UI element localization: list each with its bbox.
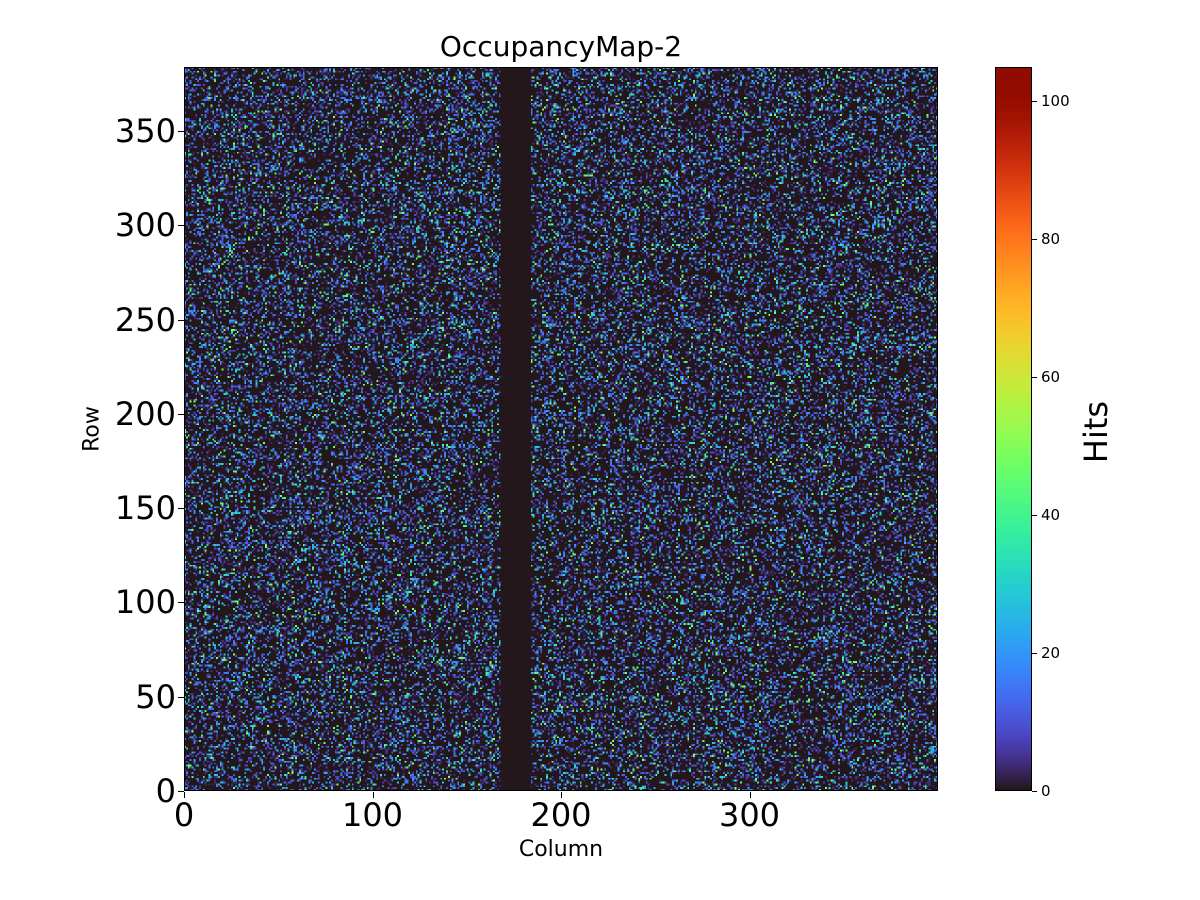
colorbar-tick <box>1032 239 1037 241</box>
heatmap-image <box>184 67 938 791</box>
colorbar-tick-label: 60 <box>1041 368 1061 387</box>
y-tick-label: 0 <box>155 772 176 810</box>
colorbar-tick <box>1032 101 1037 103</box>
y-tick <box>178 791 184 792</box>
y-tick <box>178 413 184 415</box>
colorbar-tick <box>1032 515 1037 517</box>
x-axis-label: Column <box>518 837 604 862</box>
y-tick <box>178 319 184 321</box>
y-tick <box>178 225 184 227</box>
colorbar-tick-label: 100 <box>1041 92 1070 111</box>
colorbar-tick-label: 80 <box>1041 230 1061 249</box>
y-tick-label: 150 <box>114 489 176 528</box>
colorbar-tick-label: 0 <box>1041 782 1051 800</box>
x-tick-label: 0 <box>173 796 195 834</box>
y-tick <box>178 602 184 604</box>
x-tick <box>561 792 562 798</box>
x-tick <box>749 792 751 798</box>
y-tick <box>178 131 184 133</box>
y-tick-label: 300 <box>114 206 176 245</box>
y-tick <box>178 508 184 510</box>
x-tick-label: 100 <box>341 796 404 834</box>
y-axis-label: Row <box>79 406 105 452</box>
colorbar-tick <box>1032 653 1037 655</box>
y-tick-label: 100 <box>114 583 176 622</box>
x-tick-label: 200 <box>530 796 592 834</box>
colorbar-tick <box>1032 791 1037 792</box>
colorbar <box>995 67 1032 791</box>
x-tick <box>372 792 374 798</box>
colorbar-tick-label: 40 <box>1041 506 1061 525</box>
colorbar-tick <box>1032 377 1037 379</box>
y-tick-label: 350 <box>114 112 176 151</box>
y-tick-label: 200 <box>114 394 176 433</box>
colorbar-label: Hits <box>1077 400 1115 464</box>
y-tick <box>178 696 184 698</box>
y-tick-label: 50 <box>135 677 176 716</box>
x-tick-label: 300 <box>718 796 781 834</box>
chart-title: OccupancyMap-2 <box>439 30 683 63</box>
x-tick <box>184 792 185 798</box>
y-tick-label: 250 <box>114 300 176 339</box>
colorbar-tick-label: 20 <box>1041 644 1061 663</box>
